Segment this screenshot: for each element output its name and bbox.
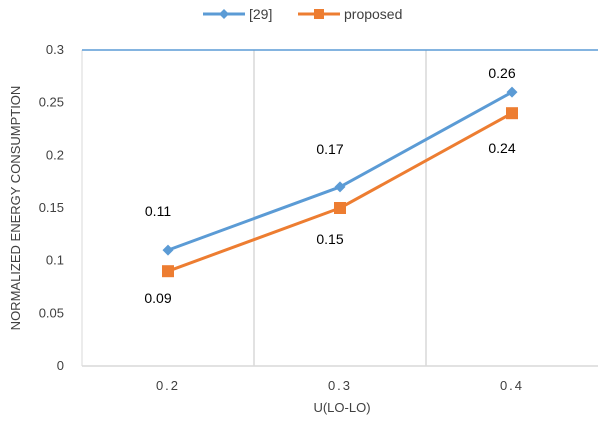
y-tick-label: 0.25 (39, 95, 64, 110)
square-marker (506, 107, 518, 120)
x-axis-ticks: 0.2 0.3 0.4 (156, 378, 524, 393)
y-tick-label: 0 (57, 358, 64, 373)
y-tick-label: 0.05 (39, 305, 64, 320)
series-line-ref29 (167, 90, 513, 252)
legend: [29] proposed (203, 6, 402, 22)
x-axis-title: U(LO-LO) (313, 400, 370, 415)
gridlines (81, 49, 598, 367)
y-tick-label: 0.2 (46, 147, 64, 162)
data-label: 0.09 (144, 290, 171, 306)
legend-diamond-icon (219, 9, 229, 19)
data-label: 0.17 (316, 141, 343, 157)
data-labels: 0.11 0.17 0.26 0.09 0.15 0.24 (144, 65, 515, 306)
x-tick-label: 0.4 (500, 378, 524, 393)
y-axis-title: NORMALIZED ENERGY CONSUMPTION (8, 86, 23, 331)
legend-label: [29] (249, 6, 272, 22)
data-label: 0.11 (145, 203, 171, 219)
x-tick-label: 0.3 (328, 378, 352, 393)
y-tick-label: 0.1 (46, 253, 64, 268)
y-tick-label: 0.15 (39, 200, 64, 215)
diamond-marker (334, 181, 346, 193)
data-label: 0.15 (316, 231, 343, 247)
x-tick-label: 0.2 (156, 378, 180, 393)
y-tick-label: 0.3 (46, 42, 64, 57)
diamond-marker (162, 244, 174, 256)
series-layer (162, 86, 518, 278)
square-marker (162, 265, 174, 278)
legend-label: proposed (344, 6, 402, 22)
data-label: 0.26 (488, 65, 515, 81)
legend-square-icon (314, 9, 324, 19)
square-marker (334, 202, 346, 214)
diamond-marker (506, 86, 518, 98)
y-axis-ticks: 0 0.05 0.1 0.15 0.2 0.25 0.3 (39, 42, 64, 373)
data-label: 0.24 (488, 140, 515, 156)
